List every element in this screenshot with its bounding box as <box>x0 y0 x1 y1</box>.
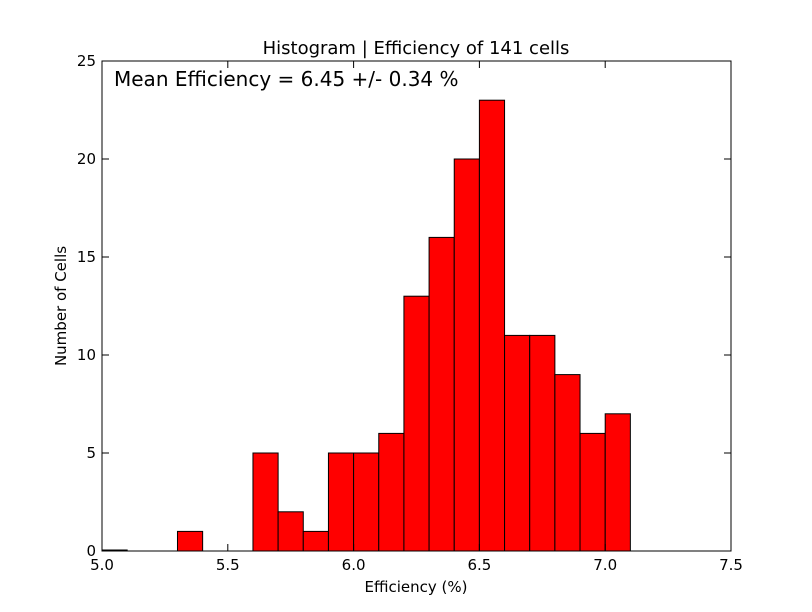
histogram-bar <box>504 334 531 552</box>
x-tick-label: 6.0 <box>342 556 366 574</box>
y-tick-label: 5 <box>86 444 96 462</box>
y-axis-label: Number of Cells <box>52 246 70 366</box>
histogram-bar <box>176 530 204 552</box>
histogram-bar <box>428 236 455 552</box>
histogram-bar <box>327 452 355 552</box>
mean-annotation: Mean Efficiency = 6.45 +/- 0.34 % <box>114 67 459 91</box>
x-tick-label: 5.0 <box>90 556 114 574</box>
histogram-bar <box>302 530 329 552</box>
histogram-bar <box>554 374 581 552</box>
histogram-bar <box>252 452 279 552</box>
x-axis-ticks: 5.0 5.5 6.0 6.5 7.0 7.5 <box>90 61 743 574</box>
x-tick-label: 7.0 <box>593 556 617 574</box>
histogram-bar <box>604 413 631 552</box>
histogram-bar <box>478 99 506 552</box>
chart-title: Histogram | Efficiency of 141 cells <box>263 38 570 59</box>
histogram-bar <box>378 432 405 552</box>
histogram-bar <box>529 334 556 552</box>
bars-group <box>101 99 631 552</box>
histogram-bar <box>277 511 304 552</box>
y-tick-label: 10 <box>77 346 96 364</box>
y-tick-label: 20 <box>77 150 96 168</box>
histogram-bar <box>353 452 380 552</box>
histogram-bar <box>579 432 606 552</box>
plot-frame <box>101 60 732 552</box>
y-tick-label: 0 <box>86 542 96 560</box>
x-axis-label: Efficiency (%) <box>365 578 468 596</box>
x-tick-label: 5.5 <box>216 556 240 574</box>
y-tick-label: 15 <box>77 248 96 266</box>
y-tick-label: 25 <box>77 52 96 70</box>
y-axis-ticks: 0 5 10 15 20 25 <box>77 52 731 560</box>
histogram-bar <box>403 295 430 552</box>
x-tick-label: 6.5 <box>467 556 491 574</box>
histogram-bar <box>453 158 480 552</box>
x-tick-label: 7.5 <box>719 556 743 574</box>
